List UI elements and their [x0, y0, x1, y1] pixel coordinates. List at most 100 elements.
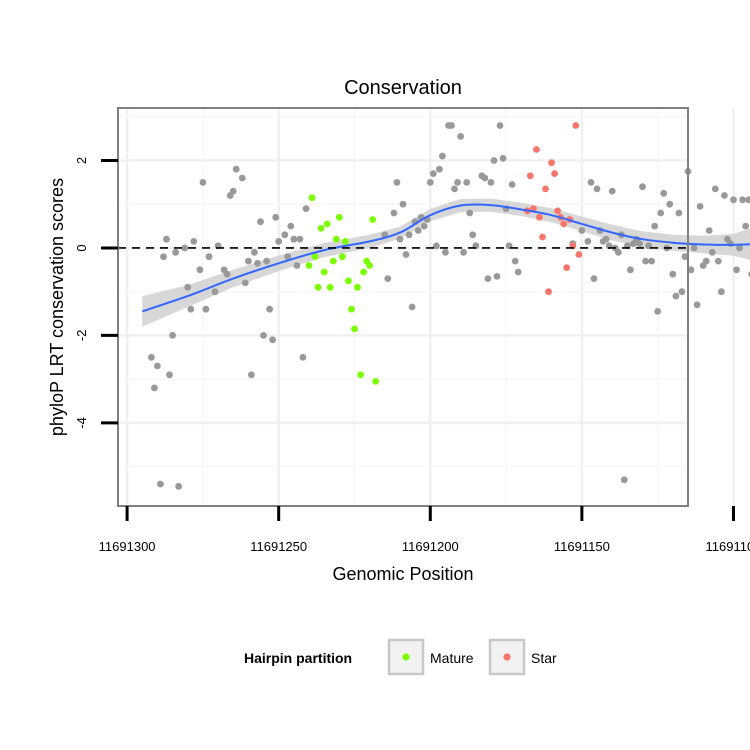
- point-other: [205, 253, 213, 261]
- point-star: [554, 207, 561, 215]
- point-mature: [339, 253, 346, 261]
- point-other: [493, 273, 501, 280]
- point-other: [390, 209, 398, 217]
- point-star: [575, 251, 583, 258]
- point-other: [384, 275, 392, 282]
- point-mature: [314, 283, 322, 291]
- x-axis: 11691300 11691250 11691200 11691150 11691100: [99, 505, 750, 554]
- point-other: [451, 185, 458, 193]
- x-tick-label: 11691300: [99, 539, 156, 554]
- chart-title: Conservation: [344, 77, 462, 99]
- point-other: [238, 174, 246, 182]
- point-other: [202, 305, 210, 313]
- point-other: [408, 303, 416, 311]
- point-star: [545, 288, 552, 296]
- point-other: [660, 189, 668, 197]
- point-other: [654, 308, 662, 315]
- point-other: [257, 218, 264, 226]
- point-other: [733, 266, 740, 274]
- point-other: [299, 353, 307, 361]
- point-other: [727, 240, 734, 248]
- point-other: [460, 248, 467, 256]
- point-other: [693, 301, 701, 309]
- point-other: [436, 165, 443, 173]
- point-other: [484, 275, 492, 282]
- point-other: [593, 185, 601, 193]
- point-other: [433, 242, 440, 250]
- legend-key-star: [488, 638, 526, 676]
- point-other: [402, 251, 410, 258]
- point-other: [584, 238, 592, 245]
- point-mature: [335, 213, 343, 221]
- point-mature: [366, 262, 373, 269]
- point-other: [620, 476, 628, 484]
- point-mature: [342, 238, 349, 245]
- point-other: [157, 480, 164, 488]
- point-other: [514, 268, 522, 276]
- point-other: [702, 257, 710, 265]
- point-other: [721, 192, 728, 199]
- point-other: [705, 227, 713, 234]
- point-mature: [317, 224, 325, 232]
- x-tick-label: 11691100: [706, 539, 750, 554]
- point-star: [548, 159, 555, 167]
- point-other: [263, 257, 270, 265]
- point-other: [260, 332, 267, 339]
- point-other: [196, 266, 204, 274]
- point-other: [266, 305, 273, 313]
- point-other: [487, 179, 495, 186]
- point-other: [696, 203, 704, 210]
- point-other: [730, 196, 737, 204]
- point-other: [490, 157, 498, 164]
- point-other: [287, 222, 295, 230]
- point-other: [396, 235, 404, 243]
- point-other: [627, 266, 634, 274]
- point-star: [560, 220, 568, 228]
- point-other: [614, 248, 622, 256]
- y-tick-label: 0: [74, 244, 89, 251]
- point-other: [293, 262, 301, 269]
- point-other: [578, 227, 586, 234]
- point-other: [166, 371, 173, 379]
- grid: [118, 108, 735, 506]
- point-other: [448, 122, 455, 129]
- point-other: [148, 353, 155, 361]
- point-other: [296, 235, 304, 243]
- point-other: [714, 257, 722, 265]
- point-mature: [357, 371, 364, 379]
- point-other: [454, 179, 461, 186]
- point-other: [469, 231, 477, 239]
- point-other: [745, 196, 750, 204]
- point-mature: [351, 325, 358, 333]
- point-other: [739, 196, 746, 204]
- point-other: [420, 222, 428, 230]
- point-other: [602, 235, 610, 243]
- point-mature: [345, 277, 352, 285]
- point-other: [405, 231, 413, 239]
- smooth-line-group: [141, 203, 750, 313]
- point-other: [245, 257, 252, 265]
- point-other: [636, 240, 643, 248]
- point-other: [651, 222, 658, 230]
- point-other: [481, 174, 489, 182]
- point-mature: [308, 194, 316, 202]
- legend-marker-star: [503, 653, 511, 661]
- point-other: [393, 179, 401, 186]
- point-other: [587, 179, 595, 186]
- point-other: [711, 185, 719, 193]
- plot-panel: [118, 108, 688, 506]
- point-other: [281, 231, 289, 239]
- point-star: [539, 233, 546, 241]
- point-other: [669, 270, 677, 278]
- point-other: [672, 292, 680, 300]
- point-other: [608, 187, 616, 195]
- y-tick-label: -4: [74, 417, 89, 429]
- point-other: [414, 227, 422, 234]
- legend-label-mature: Mature: [430, 650, 474, 666]
- point-other: [232, 165, 240, 173]
- point-other: [742, 222, 749, 230]
- point-star: [536, 213, 543, 221]
- point-other: [687, 266, 695, 274]
- point-other: [681, 253, 689, 261]
